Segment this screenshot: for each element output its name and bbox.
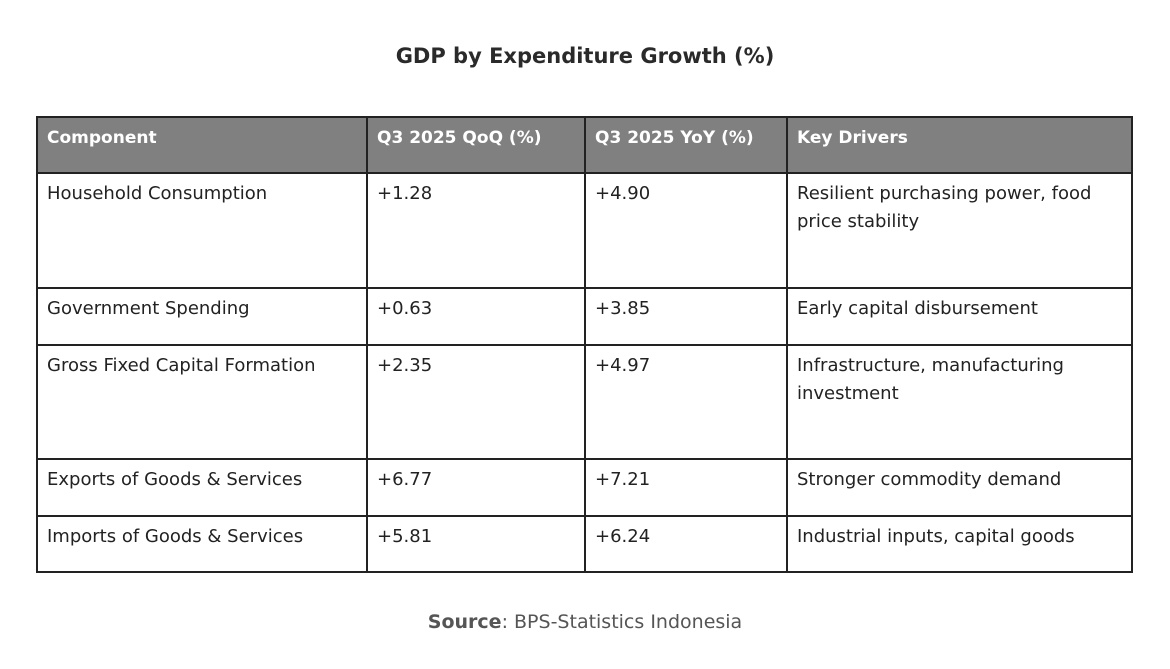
- table-cell: +5.81: [366, 515, 586, 573]
- table-cell: Imports of Goods & Services: [36, 515, 368, 573]
- table-row: Household Consumption +1.28 +4.90 Resilient…: [36, 172, 1133, 289]
- column-header: Key Drivers: [786, 116, 1133, 174]
- column-header: Q3 2025 QoQ (%): [366, 116, 586, 174]
- table-cell: +0.63: [366, 287, 586, 346]
- table-cell: +6.77: [366, 458, 586, 517]
- source-label: Source: [427, 611, 502, 633]
- table-cell: Infrastructure, manufacturing investment: [786, 344, 1133, 460]
- table-cell: +3.85: [584, 287, 788, 346]
- table-cell: Early capital disbursement: [786, 287, 1133, 346]
- table-cell: Resilient purchasing power, food price s…: [786, 172, 1133, 289]
- table-cell: Household Consumption: [36, 172, 368, 289]
- source-text: : BPS-Statistics Indonesia: [501, 611, 743, 633]
- gdp-table: Component Q3 2025 QoQ (%) Q3 2025 YoY (%…: [36, 116, 1133, 573]
- table-row: Gross Fixed Capital Formation +2.35 +4.97 I…: [36, 344, 1133, 460]
- table-cell: +7.21: [584, 458, 788, 517]
- source-note: Source: BPS-Statistics Indonesia: [0, 611, 1170, 633]
- table-row: Exports of Goods & Services +6.77 +7.21 Str…: [36, 458, 1133, 517]
- table-row: Government Spending +0.63 +3.85 Early capit…: [36, 287, 1133, 346]
- table-cell: Stronger commodity demand: [786, 458, 1133, 517]
- table-cell: Government Spending: [36, 287, 368, 346]
- column-header: Q3 2025 YoY (%): [584, 116, 788, 174]
- chart-title: GDP by Expenditure Growth (%): [395, 44, 775, 68]
- table-cell: Exports of Goods & Services: [36, 458, 368, 517]
- table-cell: +4.97: [584, 344, 788, 460]
- table-cell: +1.28: [366, 172, 586, 289]
- table-cell: +4.90: [584, 172, 788, 289]
- table-cell: +2.35: [366, 344, 586, 460]
- table-cell: Industrial inputs, capital goods: [786, 515, 1133, 573]
- table-cell: Gross Fixed Capital Formation: [36, 344, 368, 460]
- table-cell: +6.24: [584, 515, 788, 573]
- column-header: Component: [36, 116, 368, 174]
- header-row: Component Q3 2025 QoQ (%) Q3 2025 YoY (%…: [36, 116, 1133, 174]
- table-row: Imports of Goods & Services +5.81 +6.24 Ind…: [36, 515, 1133, 573]
